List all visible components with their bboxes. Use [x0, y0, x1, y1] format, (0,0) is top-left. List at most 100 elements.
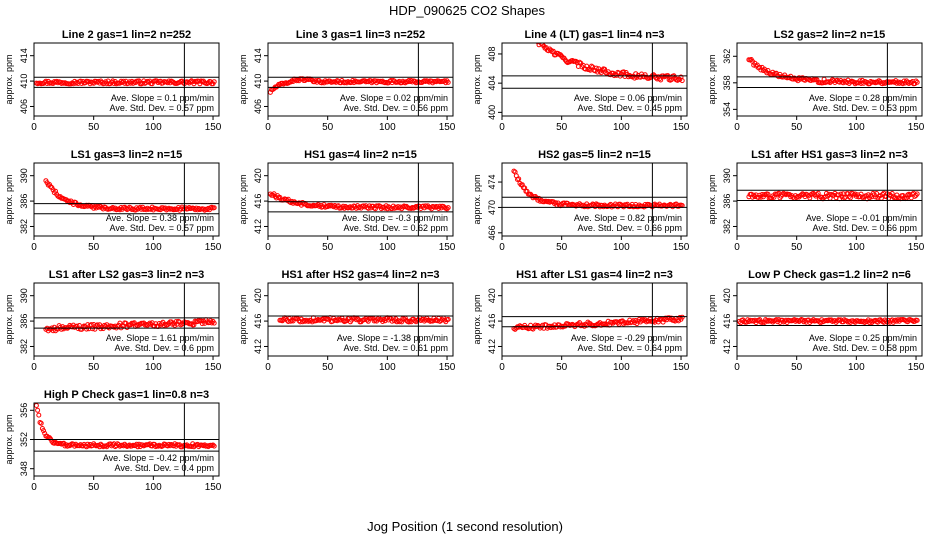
plot-frame [267, 282, 454, 357]
y-tick-label: 390 [19, 168, 29, 183]
data-points [746, 57, 920, 87]
data-point [814, 77, 820, 83]
x-tick-label: 50 [556, 242, 568, 253]
data-point [444, 206, 450, 212]
data-point [211, 79, 217, 85]
data-point [598, 70, 604, 76]
x-tick-label: 0 [31, 362, 37, 373]
std-dev-annotation: Ave. Std. Dev. = 0.66 ppm [578, 223, 682, 233]
data-point [660, 319, 666, 325]
y-tick-label: 352 [19, 432, 29, 447]
y-tick-label: 382 [722, 219, 732, 234]
data-point [353, 317, 359, 323]
x-tick-label: 100 [145, 242, 162, 253]
data-point [912, 81, 918, 87]
std-dev-annotation: Ave. Std. Dev. = 0.6 ppm [115, 343, 214, 353]
data-point [651, 72, 657, 78]
panel-title: LS1 after HS1 gas=3 lin=2 n=3 [751, 149, 908, 161]
x-tick-label: 0 [499, 242, 505, 253]
x-tick-label: 0 [499, 362, 505, 373]
x-tick-label: 150 [673, 122, 690, 133]
x-tick-label: 150 [205, 122, 222, 133]
data-point [147, 320, 153, 326]
y-axis-label: approx. ppm [472, 54, 482, 104]
data-point [524, 188, 530, 194]
y-tick-label: 420 [722, 288, 732, 303]
x-tick-label: 150 [439, 122, 456, 133]
panels-group: Line 2 gas=1 lin=2 n=252 0 50 100 150 406 410 4… [4, 20, 925, 493]
data-point [517, 20, 521, 24]
x-tick-label: 0 [31, 122, 37, 133]
slope-annotation: Ave. Slope = 0.82 ppm/min [574, 213, 682, 223]
data-point [80, 324, 86, 330]
x-tick-label: 50 [88, 482, 100, 493]
x-tick-label: 100 [613, 122, 630, 133]
panel-10: HS1 after HS2 gas=4 lin=2 n=3 0 50 100 150 41… [238, 269, 456, 373]
panel-8: LS1 after HS1 gas=3 lin=2 n=3 0 50 100 150 38… [707, 149, 925, 253]
x-tick-label: 150 [205, 482, 222, 493]
x-tick-label: 50 [791, 122, 803, 133]
y-tick-label: 406 [19, 99, 29, 114]
data-point [599, 67, 605, 73]
data-point [520, 25, 524, 29]
std-dev-annotation: Ave. Std. Dev. = 0.61 ppm [344, 343, 448, 353]
y-tick-label: 420 [487, 288, 497, 303]
x-tick-label: 0 [265, 122, 271, 133]
data-point [906, 81, 912, 86]
panel-title: LS2 gas=2 lin=2 n=15 [774, 29, 886, 41]
data-point [675, 77, 680, 83]
plot-frame [33, 42, 220, 117]
y-axis-label: approx. ppm [707, 294, 717, 344]
panel-2: Line 3 gas=1 lin=3 n=252 0 50 100 150 406 410 4… [238, 29, 456, 133]
data-point [876, 78, 882, 84]
plot-frame [33, 282, 220, 357]
x-tick-label: 0 [31, 242, 37, 253]
x-tick-label: 50 [88, 242, 100, 253]
data-point [41, 428, 46, 434]
x-tick-label: 100 [145, 482, 162, 493]
data-point [189, 321, 194, 327]
slope-annotation: Ave. Slope = 1.61 ppm/min [106, 333, 214, 343]
data-point [679, 314, 685, 320]
data-point [198, 318, 204, 324]
x-tick-label: 50 [322, 362, 334, 373]
data-point [524, 325, 530, 331]
y-tick-label: 416 [253, 314, 263, 329]
std-dev-annotation: Ave. Std. Dev. = 0.56 ppm [344, 103, 448, 113]
std-dev-annotation: Ave. Std. Dev. = 0.62 ppm [344, 223, 448, 233]
panel-title: Line 4 (LT) gas=1 lin=4 n=3 [524, 29, 664, 41]
data-point [38, 420, 44, 426]
x-tick-label: 100 [379, 122, 396, 133]
data-point [857, 78, 863, 84]
y-tick-label: 412 [722, 339, 732, 354]
data-point [34, 403, 39, 408]
data-point [873, 80, 878, 86]
data-point [657, 76, 662, 82]
y-tick-label: 416 [722, 314, 732, 329]
data-points [746, 190, 920, 202]
y-axis-label: approx. ppm [707, 54, 717, 104]
y-tick-label: 414 [253, 48, 263, 63]
y-axis-label: approx. ppm [238, 294, 248, 344]
data-point [84, 444, 89, 450]
data-point [535, 43, 541, 45]
data-points [34, 403, 217, 450]
data-point [610, 70, 616, 76]
panel-12: Low P Check gas=1.2 lin=2 n=6 0 50 100 150 41… [707, 269, 925, 373]
data-point [914, 191, 920, 197]
y-tick-label: 348 [19, 461, 29, 476]
y-tick-label: 354 [722, 102, 732, 117]
data-point [640, 316, 646, 322]
std-dev-annotation: Ave. Std. Dev. = 0.4 ppm [115, 463, 214, 473]
plot-frame [501, 282, 688, 357]
data-point [900, 193, 906, 198]
data-point [78, 78, 83, 84]
x-tick-label: 100 [145, 362, 162, 373]
data-point [210, 442, 216, 448]
data-point [824, 190, 829, 196]
x-tick-label: 0 [265, 242, 271, 253]
y-tick-label: 382 [19, 339, 29, 354]
slope-annotation: Ave. Slope = 0.1 ppm/min [111, 93, 214, 103]
y-tick-label: 390 [19, 288, 29, 303]
x-tick-label: 150 [673, 242, 690, 253]
